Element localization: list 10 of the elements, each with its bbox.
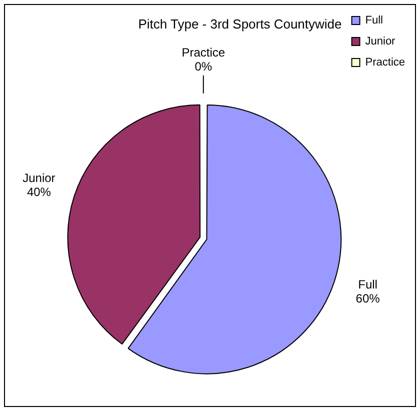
legend-label: Junior — [365, 36, 396, 48]
slice-label: Full — [358, 278, 378, 292]
category-label: Practice — [182, 45, 226, 60]
legend-label: Practice — [365, 56, 406, 69]
legend-label: Full — [365, 14, 383, 27]
chart-title: Pitch Type - 3rd Sports Countywide — [138, 16, 342, 32]
text: 0% — [194, 59, 212, 74]
data-label: 40% — [26, 184, 52, 199]
data-label: 60% — [356, 292, 380, 306]
slice-label: Junior — [22, 170, 56, 185]
